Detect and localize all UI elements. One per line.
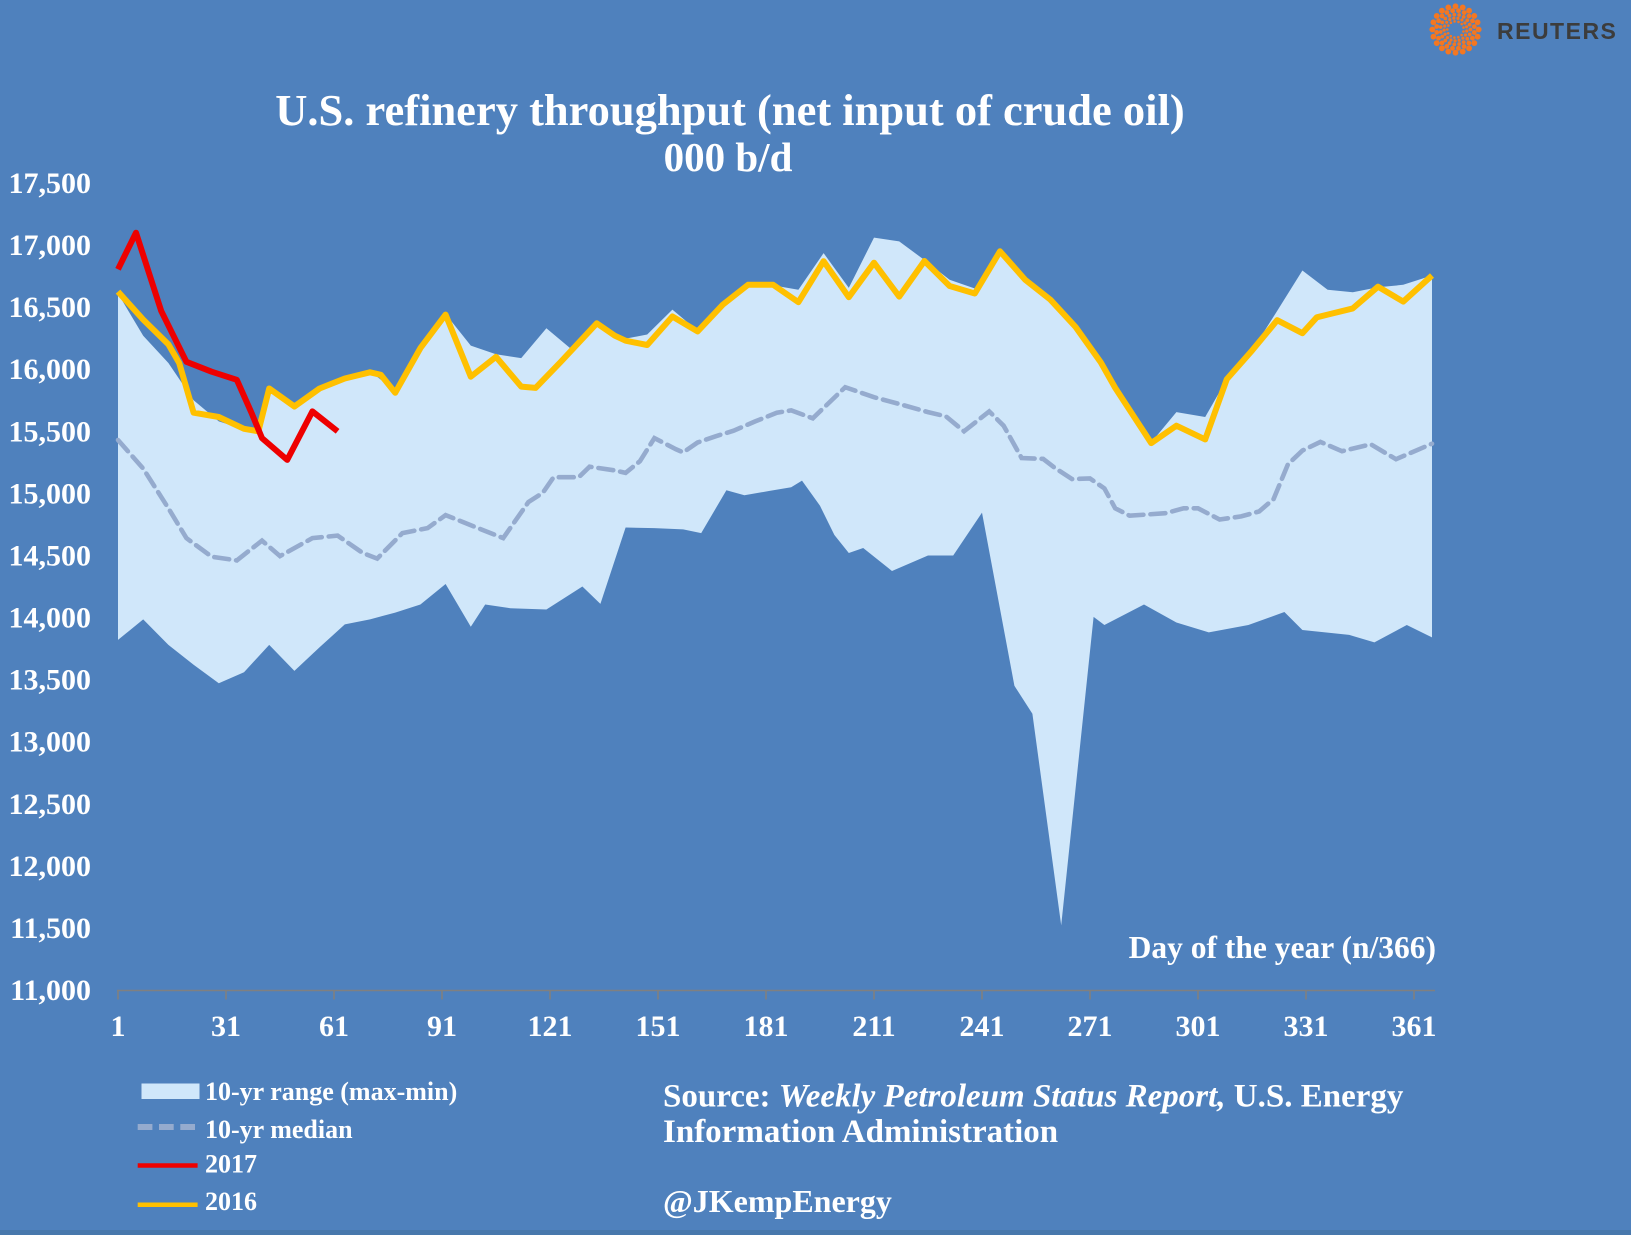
svg-text:12,000: 12,000 — [9, 850, 92, 883]
svg-text:17,000: 17,000 — [9, 229, 92, 262]
svg-text:211: 211 — [852, 1010, 895, 1043]
svg-text:REUTERS: REUTERS — [1497, 18, 1617, 44]
svg-text:15,500: 15,500 — [9, 415, 92, 448]
svg-text:11,000: 11,000 — [10, 974, 91, 1007]
svg-text:13,000: 13,000 — [9, 726, 92, 759]
svg-text:U.S. refinery throughput (net: U.S. refinery throughput (net input of c… — [275, 85, 1184, 135]
svg-text:331: 331 — [1284, 1010, 1329, 1043]
svg-text:2016: 2016 — [205, 1187, 257, 1216]
svg-text:181: 181 — [744, 1010, 789, 1043]
svg-text:121: 121 — [528, 1010, 573, 1043]
svg-text:17,500: 17,500 — [9, 167, 92, 200]
svg-text:000 b/d: 000 b/d — [664, 134, 793, 180]
svg-text:271: 271 — [1068, 1010, 1113, 1043]
svg-text:2017: 2017 — [205, 1150, 257, 1179]
svg-text:13,500: 13,500 — [9, 664, 92, 697]
svg-text:361: 361 — [1392, 1010, 1437, 1043]
svg-text:15,000: 15,000 — [9, 477, 92, 510]
svg-text:10-yr range (max-min): 10-yr range (max-min) — [205, 1077, 457, 1106]
svg-text:11,500: 11,500 — [10, 912, 91, 945]
svg-text:10-yr median: 10-yr median — [205, 1115, 353, 1144]
svg-text:241: 241 — [960, 1010, 1005, 1043]
svg-text:Source: Weekly Petroleum Statu: Source: Weekly Petroleum Status Report, … — [663, 1079, 1404, 1115]
svg-text:14,000: 14,000 — [9, 602, 92, 635]
svg-text:12,500: 12,500 — [9, 788, 92, 821]
svg-text:151: 151 — [636, 1010, 681, 1043]
svg-text:Day of the year (n/366): Day of the year (n/366) — [1129, 930, 1436, 965]
svg-text:Information Administration: Information Administration — [663, 1114, 1058, 1150]
svg-text:31: 31 — [211, 1010, 241, 1043]
svg-text:16,000: 16,000 — [9, 353, 92, 386]
svg-text:14,500: 14,500 — [9, 540, 92, 573]
svg-text:61: 61 — [319, 1010, 349, 1043]
svg-text:16,500: 16,500 — [9, 291, 92, 324]
svg-text:91: 91 — [427, 1010, 457, 1043]
svg-text:@JKempEnergy: @JKempEnergy — [663, 1183, 892, 1219]
svg-text:301: 301 — [1176, 1010, 1221, 1043]
svg-text:1: 1 — [111, 1010, 126, 1043]
